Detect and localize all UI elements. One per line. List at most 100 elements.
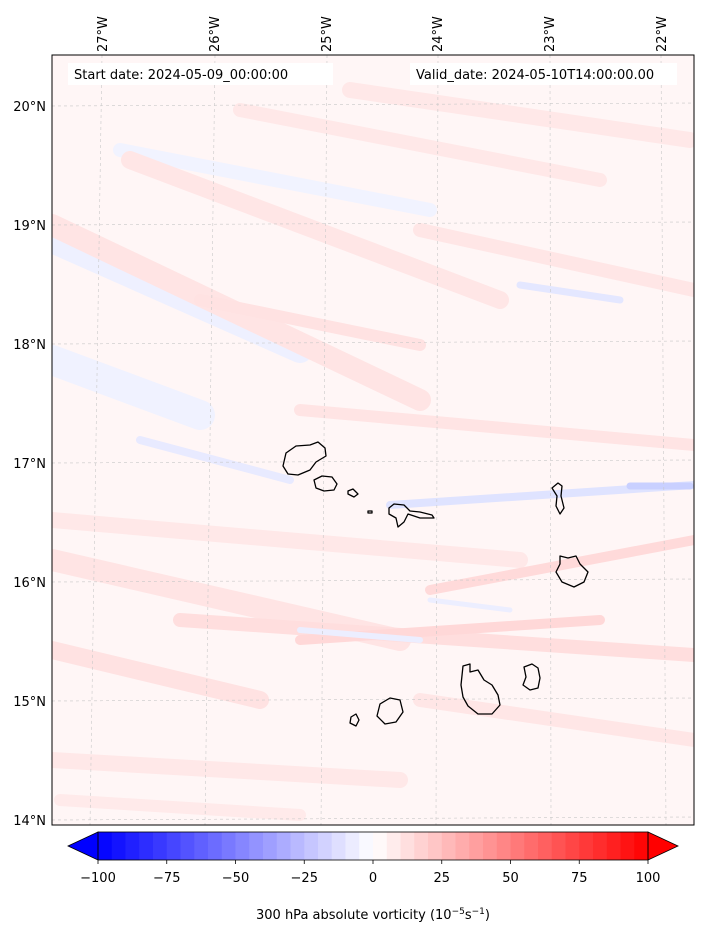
positive-vorticity-band bbox=[413, 223, 694, 297]
vorticity-field bbox=[52, 82, 694, 821]
colorbar-segment bbox=[428, 832, 443, 860]
colorbar-segment bbox=[373, 832, 388, 860]
grid-line-lat bbox=[52, 340, 694, 345]
colorbar-segment bbox=[634, 832, 649, 860]
colorbar-segment bbox=[400, 832, 415, 860]
colorbar-segment bbox=[606, 832, 622, 860]
colorbar-tick-label: −75 bbox=[153, 871, 180, 886]
colorbar-segment bbox=[345, 832, 360, 860]
negative-vorticity-streak bbox=[427, 597, 513, 613]
lat-label-15n: 15°N bbox=[13, 695, 46, 710]
positive-vorticity-band bbox=[342, 82, 694, 148]
graticule bbox=[52, 55, 694, 825]
grid-line-lat bbox=[52, 816, 694, 821]
colorbar-tick-label: 0 bbox=[369, 871, 377, 886]
map-frame bbox=[51, 54, 695, 826]
colorbar-segments bbox=[98, 832, 649, 860]
colorbar-max-extension bbox=[647, 831, 679, 861]
colorbar-tick-label: −25 bbox=[291, 871, 318, 886]
grid-line-lon bbox=[660, 55, 667, 825]
colorbar-segment bbox=[290, 832, 305, 860]
island-santiago bbox=[460, 663, 501, 715]
positive-vorticity-band bbox=[194, 294, 426, 351]
start-date-label: Start date: 2024-05-09_00:00:00 bbox=[74, 68, 288, 83]
island-branco bbox=[367, 510, 373, 514]
colorbar-segment bbox=[125, 832, 140, 860]
grid-line-lat bbox=[52, 459, 694, 464]
colorbar-segment bbox=[331, 832, 347, 860]
colorbar-title: 300 hPa absolute vorticity (10−5s−1) bbox=[256, 907, 490, 923]
colorbar-segment bbox=[276, 832, 292, 860]
colorbar-segment bbox=[414, 832, 429, 860]
colorbar-title-main: 300 hPa absolute vorticity (10 bbox=[256, 908, 452, 923]
negative-vorticity-streak bbox=[297, 627, 423, 643]
lon-label-24w: 24°W bbox=[431, 16, 446, 52]
lon-label-27w: 27°W bbox=[96, 16, 111, 52]
positive-vorticity-band bbox=[294, 404, 694, 451]
colorbar-segment bbox=[98, 832, 113, 860]
colorbar-segment bbox=[441, 832, 457, 860]
colorbar-segment bbox=[153, 832, 168, 860]
positive-vorticity-band bbox=[233, 103, 607, 187]
negative-vorticity-streak bbox=[136, 436, 294, 484]
colorbar-segment bbox=[455, 832, 470, 860]
island-santa-luzia bbox=[347, 488, 359, 498]
colorbar-title-end: ) bbox=[485, 908, 490, 923]
colorbar-title-exp2: −1 bbox=[472, 907, 485, 917]
negative-vorticity-band bbox=[52, 345, 215, 430]
positive-vorticity-band bbox=[413, 693, 694, 747]
lon-label-26w: 26°W bbox=[208, 16, 223, 52]
colorbar-segment bbox=[180, 832, 195, 860]
colorbar-segment bbox=[551, 832, 567, 860]
colorbar-segment bbox=[469, 832, 484, 860]
grid-line-lat bbox=[52, 578, 694, 583]
valid-date-box bbox=[410, 63, 677, 85]
colorbar-tick-label: 25 bbox=[433, 871, 450, 886]
colorbar-segment bbox=[579, 832, 594, 860]
positive-vorticity-band bbox=[173, 613, 694, 662]
island-sao-vicente bbox=[313, 475, 338, 492]
colorbar-segment bbox=[565, 832, 580, 860]
lat-label-16n: 16°N bbox=[13, 576, 46, 591]
positive-vorticity-band bbox=[425, 535, 694, 595]
colorbar-segment bbox=[139, 832, 154, 860]
island-sal bbox=[551, 482, 565, 515]
start-date-box bbox=[68, 63, 333, 85]
colorbar-segment bbox=[304, 832, 319, 860]
grid-line-lon bbox=[89, 55, 103, 825]
positive-vorticity-band bbox=[52, 512, 528, 568]
grid-line-lon bbox=[320, 55, 328, 825]
colorbar-tick-labels: −100 −75 −50 −25 0 25 50 75 100 bbox=[80, 871, 660, 886]
colorbar-tick-label: 75 bbox=[571, 871, 588, 886]
colorbar-segment bbox=[496, 832, 512, 860]
colorbar-segment bbox=[359, 832, 374, 860]
positive-vorticity-band bbox=[121, 151, 509, 309]
island-boa-vista bbox=[555, 555, 589, 588]
latitude-labels: 20°N 19°N 18°N 17°N 16°N 15°N 14°N bbox=[13, 100, 46, 829]
map-panel: Start date: 2024-05-09_00:00:00 Valid_da… bbox=[52, 55, 694, 825]
longitude-labels: 27°W 26°W 25°W 24°W 23°W 22°W bbox=[96, 16, 670, 52]
grid-line-lon bbox=[549, 55, 552, 825]
colorbar-title-unit: s bbox=[465, 908, 472, 923]
lat-label-20n: 20°N bbox=[13, 100, 46, 115]
colorbar-segment bbox=[221, 832, 237, 860]
island-brava bbox=[349, 713, 360, 727]
colorbar-segment bbox=[483, 832, 498, 860]
lat-label-18n: 18°N bbox=[13, 338, 46, 353]
colorbar-min-extension bbox=[67, 831, 99, 861]
colorbar-tick-label: 50 bbox=[502, 871, 519, 886]
positive-vorticity-band bbox=[52, 641, 269, 709]
lon-label-22w: 22°W bbox=[655, 16, 670, 52]
colorbar-segment bbox=[386, 832, 402, 860]
colorbar-title-exp1: −5 bbox=[452, 907, 465, 917]
lon-label-23w: 23°W bbox=[543, 16, 558, 52]
colorbar-tick-label: 100 bbox=[636, 871, 661, 886]
grid-line-lon bbox=[204, 55, 216, 825]
island-fogo bbox=[376, 697, 404, 725]
colorbar-segment bbox=[524, 832, 539, 860]
colorbar-segment bbox=[318, 832, 333, 860]
positive-vorticity-band bbox=[54, 794, 306, 821]
colorbar-segment bbox=[538, 832, 553, 860]
colorbar-segment bbox=[510, 832, 525, 860]
island-santo-antao bbox=[282, 441, 327, 476]
